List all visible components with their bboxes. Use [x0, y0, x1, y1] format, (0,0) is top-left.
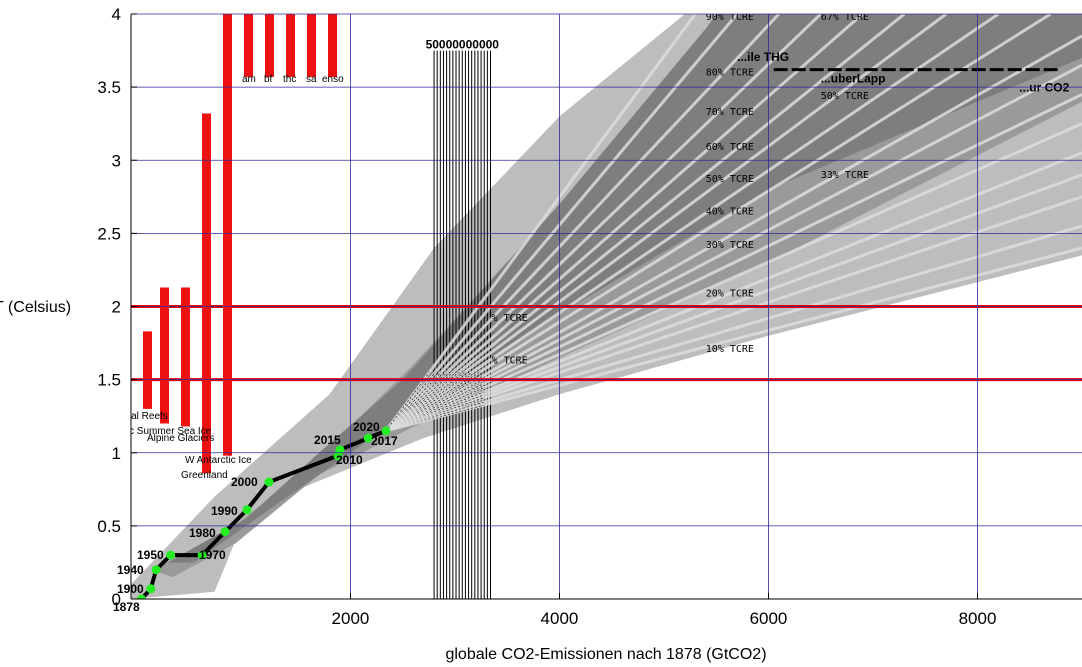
history-year-label-8: 2010 — [336, 453, 363, 467]
history-year-label-10: 2017 — [371, 434, 398, 448]
fan-dash-13 — [385, 372, 453, 432]
history-year-label-7: 2000 — [231, 475, 258, 489]
fan-line-10 — [385, 14, 1000, 433]
budget-label: 50000000000 — [426, 38, 500, 52]
fan-line-14 — [384, 14, 822, 432]
fan-line-12 — [385, 14, 906, 432]
fan-dash-17 — [385, 372, 430, 431]
x-tick-label-0: 2000 — [332, 609, 370, 628]
fan-line-17 — [384, 14, 697, 432]
tcre-label-1: 67% TCRE — [821, 12, 869, 23]
history-point-0 — [136, 594, 146, 599]
tipping-bar-3 — [202, 113, 211, 474]
tipping-label-4: Greenland — [181, 470, 228, 481]
history-point-2 — [151, 565, 161, 575]
tcre-label-12: % TCRE — [492, 313, 528, 324]
tipping-bar-9 — [328, 14, 337, 77]
history-year-label-0: 1878 — [113, 600, 140, 614]
y-tick-label-1: 0.5 — [97, 517, 121, 536]
tipping-bar-4 — [223, 14, 232, 456]
tipping-bar-5 — [244, 14, 253, 77]
tcre-label-2: 80% TCRE — [706, 67, 754, 78]
y-tick-label-5: 2.5 — [97, 224, 121, 243]
y-tick-label-7: 3.5 — [97, 78, 121, 97]
y-axis-label: T (Celsius) — [0, 299, 71, 316]
x-tick-label-2: 6000 — [750, 609, 788, 628]
fan-line-1 — [385, 224, 1082, 433]
history-year-label-4: 1970 — [199, 548, 226, 562]
fan-line-2 — [385, 195, 1082, 433]
history-point-10 — [363, 433, 373, 443]
history-point-4 — [197, 550, 207, 560]
tcre-label-7: 50% TCRE — [706, 174, 754, 185]
tcre-label-8: 40% TCRE — [706, 206, 754, 217]
history-year-label-2: 1940 — [117, 563, 144, 577]
tipping-label-7: thc — [283, 74, 296, 85]
tipping-bar-0 — [143, 331, 152, 409]
fan-line-9 — [385, 14, 1052, 433]
history-point-1 — [146, 584, 156, 594]
tcre-label-0: 90% TCRE — [706, 12, 754, 23]
band-inner — [167, 14, 1082, 563]
tcre-label-4: 70% TCRE — [706, 107, 754, 118]
fan-dash-8 — [385, 375, 484, 432]
tcre-label-11: 10% TCRE — [706, 344, 754, 355]
fan-line-3 — [385, 173, 1082, 433]
tipping-bar-8 — [307, 14, 316, 77]
fan-line-4 — [385, 151, 1082, 433]
tipping-bar-1 — [160, 287, 169, 424]
tcre-label-13: % TCRE — [492, 356, 528, 367]
y-tick-label-3: 1.5 — [97, 371, 121, 390]
tipping-label-1: Arctic Summer Sea Ice — [109, 426, 212, 437]
y-tick-label-0: 0 — [112, 590, 121, 609]
tcre-label-5: 60% TCRE — [706, 142, 754, 153]
fan-line-11 — [385, 14, 948, 433]
fan-line-16 — [384, 14, 739, 432]
history-point-6 — [242, 505, 252, 515]
history-point-11 — [381, 426, 391, 436]
tipping-label-9: enso — [322, 74, 344, 85]
tipping-label-5: am — [242, 74, 256, 85]
tipping-label-3: W Antarctic Ice — [185, 455, 252, 466]
fan-line-6 — [385, 93, 1082, 433]
tcre-label-6: 33% TCRE — [821, 170, 869, 181]
fan-line-0 — [385, 246, 1082, 433]
y-tick-label-8: 4 — [112, 5, 121, 24]
history-point-5 — [220, 527, 230, 537]
history-year-label-1: 1900 — [117, 582, 144, 596]
tipping-label-8: sa — [306, 74, 317, 85]
history-point-7 — [264, 477, 274, 487]
axes: 2000 4000 6000 8000 0 0.5 1 1.5 2 2.5 3 3.5 4 — [97, 5, 1082, 628]
history-year-label-3: 1950 — [137, 548, 164, 562]
y-tick-label-4: 2 — [112, 298, 121, 317]
tipping-label-2: Alpine Glaciers — [147, 433, 214, 444]
history-year-label-11: 2020 — [353, 420, 380, 434]
x-tick-label-1: 4000 — [541, 609, 579, 628]
tipping-bar-2 — [181, 287, 190, 427]
fan-dash-12 — [385, 372, 459, 432]
x-tick-label-3: 8000 — [959, 609, 997, 628]
tcre-label-9: 30% TCRE — [706, 240, 754, 251]
history-year-label-5: 1980 — [189, 526, 216, 540]
tipping-bar-6 — [265, 14, 274, 77]
history-point-9 — [335, 445, 345, 455]
tipping-bar-7 — [286, 14, 295, 77]
fan-line-13 — [385, 14, 864, 432]
y-tick-label-6: 3 — [112, 151, 121, 170]
tcre-label-10: 20% TCRE — [706, 288, 754, 299]
overlay-label-0: ...ile THG — [737, 50, 789, 64]
fan-line-7 — [385, 63, 1082, 433]
history-year-label-6: 1990 — [211, 504, 238, 518]
overlay-label-1: ...uberLapp — [821, 72, 886, 86]
tipping-label-6: bf — [264, 74, 273, 85]
y-tick-label-2: 1 — [112, 444, 121, 463]
tcre-label-3: 50% TCRE — [821, 91, 869, 102]
plot-area: 50000000000 Coral Reefs Arctic Summer Sea … — [109, 12, 1082, 599]
x-axis-label: globale CO2-Emissionen nach 1878 (GtCO2) — [445, 646, 766, 663]
tipping-label-0: Coral Reefs — [115, 411, 168, 422]
history-year-label-9: 2015 — [314, 433, 341, 447]
fan-line-15 — [384, 14, 781, 432]
history-point-3 — [166, 550, 176, 560]
